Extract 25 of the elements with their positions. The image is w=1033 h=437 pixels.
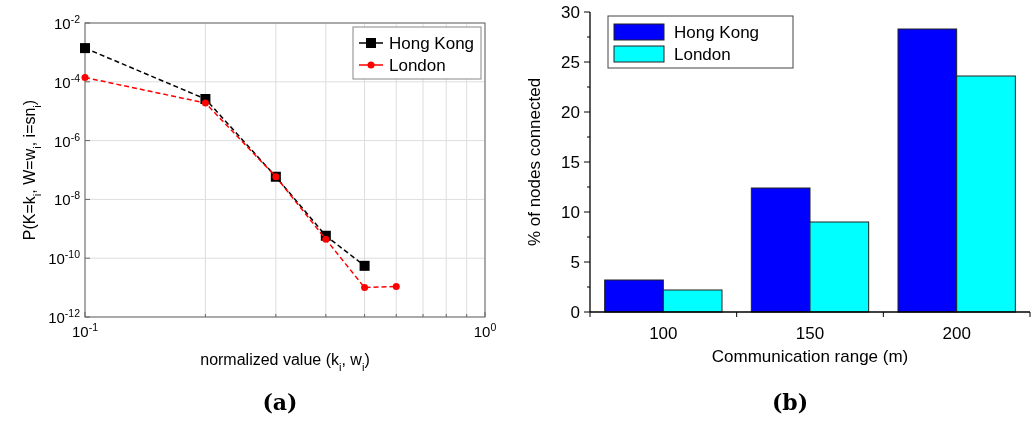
y-tick-label: 25 [561,53,580,72]
x-tick-label: 100 [649,324,678,343]
y-tick-label: 10$^{-6}$ [53,130,81,150]
x-axis-title: normalized value (k$_{i}$, w$_{i}$) [200,351,370,373]
y-tick-label: 10$^{-4}$ [53,71,81,91]
legend-label: Hong Kong [674,23,760,42]
x-tick-label: 150 [795,324,825,343]
x-tick-label: 10$^{0}$ [473,321,497,340]
x-axis-title: Communication range (m) [711,347,909,366]
text: (b) [771,389,809,415]
legend-label: London [389,56,446,75]
y-tick-label: 0 [570,303,580,322]
legend-label: London [674,45,731,64]
y-tick-label: 10 [561,203,580,222]
y-tick-label: 15 [561,153,580,172]
x-tick-label: 200 [942,324,971,343]
y-axis-title: % of nodes connected [525,77,544,247]
y-tick-label: 10$^{-10}$ [48,248,81,268]
y-tick-label: 5 [570,253,580,272]
y-tick-label: 20 [561,103,580,122]
y-tick-label: 30 [561,3,580,22]
y-tick-label: 10$^{-8}$ [53,189,81,209]
legend-label: Hong Kong [389,34,475,53]
text: (a) [262,389,298,415]
y-tick-label: 10$^{-2}$ [53,13,81,32]
